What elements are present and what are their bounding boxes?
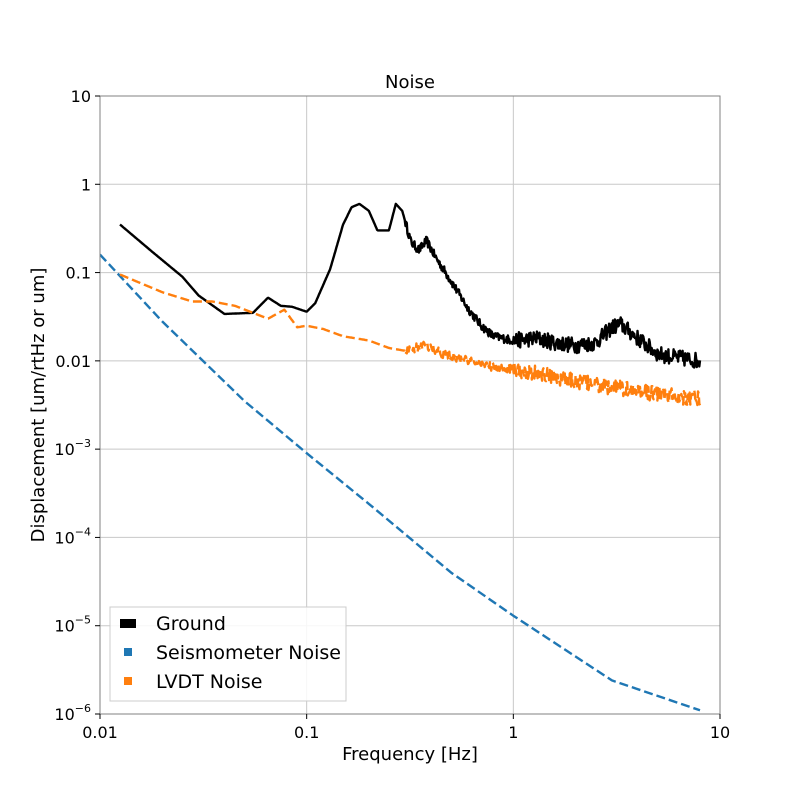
series-line-seismometer-noise: [100, 253, 701, 712]
legend-swatch: [124, 677, 132, 685]
y-tick-label: 0.1: [66, 264, 91, 283]
legend: Ground Seismometer Noise LVDT Noise: [109, 606, 347, 702]
legend-swatch: [124, 648, 132, 656]
axis-ticks: 0.01 0.1 1 10 10−6 10−5 10−4 10−3 0.01 0.1 1 10: [54, 87, 730, 742]
chart-title: Noise: [385, 72, 435, 93]
y-tick-label: 10−5: [54, 614, 91, 636]
y-axis-label: Displacement [um/rtHz or um]: [28, 268, 49, 543]
y-tick-label: 10: [71, 87, 91, 106]
y-tick-label: 10−6: [54, 702, 91, 724]
series-line-lvdt-noise: [119, 273, 702, 407]
x-tick-label: 1: [508, 723, 518, 742]
plot-frame: [99, 95, 721, 715]
legend-label: Ground: [156, 613, 226, 635]
legend-box: [109, 606, 347, 702]
x-tick-label: 10: [710, 723, 730, 742]
x-tick-label: 0.1: [294, 723, 319, 742]
y-tick-label: 0.01: [55, 352, 91, 371]
series-lines: [100, 202, 702, 712]
legend-label: Seismometer Noise: [156, 642, 341, 664]
x-tick-label: 0.01: [82, 723, 118, 742]
y-tick-label: 1: [81, 175, 91, 194]
legend-swatch: [120, 619, 136, 628]
series-line-ground: [119, 202, 702, 369]
x-axis-label: Frequency [Hz]: [342, 744, 478, 765]
y-tick-label: 10−3: [54, 437, 91, 459]
y-tick-label: 10−4: [54, 525, 91, 547]
legend-label: LVDT Noise: [156, 671, 262, 693]
